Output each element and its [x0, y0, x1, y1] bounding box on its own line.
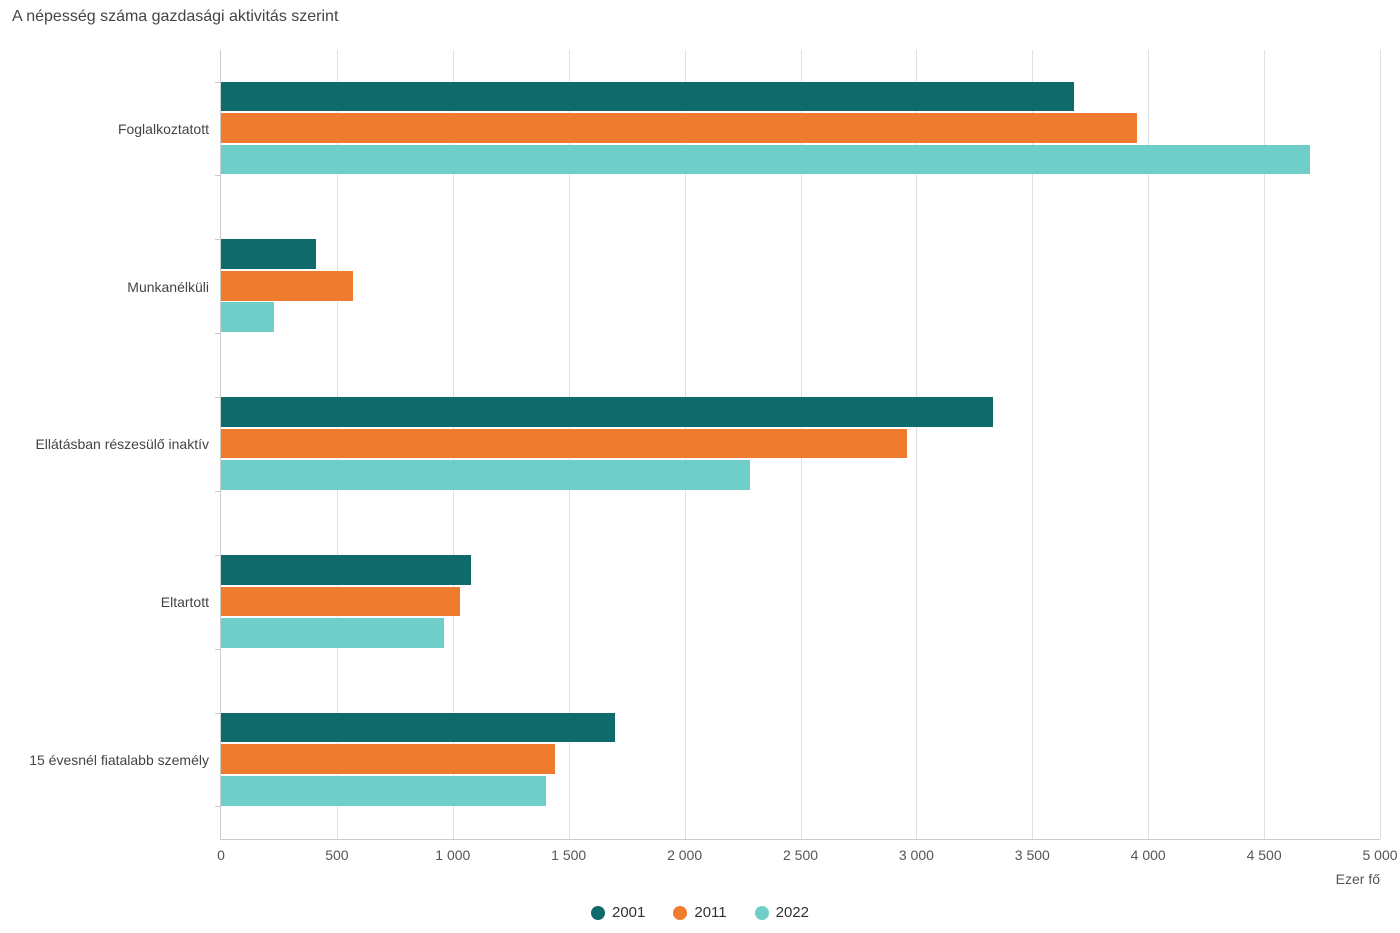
legend-item: 2022 — [755, 904, 809, 921]
bar — [221, 82, 1074, 112]
category-label: 15 évesnél fiatalabb személy — [29, 752, 209, 768]
category-group: Eltartott — [221, 555, 1380, 650]
category-label: Eltartott — [161, 594, 209, 610]
plot-area: Ezer fő 05001 0001 5002 0002 5003 0003 5… — [220, 50, 1380, 840]
legend-label: 2011 — [694, 904, 726, 921]
legend-item: 2001 — [591, 904, 645, 921]
bar — [221, 776, 546, 806]
x-tick-label: 1 500 — [551, 847, 586, 863]
bar — [221, 302, 274, 332]
bar — [221, 397, 993, 427]
category-group: 15 évesnél fiatalabb személy — [221, 713, 1380, 808]
legend-swatch-icon — [755, 906, 769, 920]
legend-label: 2001 — [612, 904, 645, 921]
x-axis-title: Ezer fő — [1336, 871, 1380, 887]
bar — [221, 587, 460, 617]
bar — [221, 618, 444, 648]
x-tick-label: 3 000 — [899, 847, 934, 863]
x-tick-label: 2 500 — [783, 847, 818, 863]
legend: 2001 2011 2022 — [0, 904, 1400, 921]
x-tick-label: 0 — [217, 847, 225, 863]
category-label: Foglalkoztatott — [118, 121, 209, 137]
x-tick-label: 1 000 — [435, 847, 470, 863]
x-tick-label: 500 — [325, 847, 348, 863]
bar — [221, 145, 1310, 175]
bar — [221, 744, 555, 774]
legend-swatch-icon — [591, 906, 605, 920]
bar — [221, 713, 615, 743]
bar — [221, 555, 471, 585]
category-group: Ellátásban részesülő inaktív — [221, 397, 1380, 492]
bar — [221, 113, 1137, 143]
bar — [221, 239, 316, 269]
category-group: Munkanélküli — [221, 239, 1380, 334]
chart-container: A népesség száma gazdasági aktivitás sze… — [0, 0, 1400, 933]
x-tick-label: 4 000 — [1131, 847, 1166, 863]
x-tick-label: 4 500 — [1247, 847, 1282, 863]
chart-title: A népesség száma gazdasági aktivitás sze… — [12, 8, 338, 26]
legend-item: 2011 — [673, 904, 726, 921]
category-group: Foglalkoztatott — [221, 82, 1380, 177]
category-label: Munkanélküli — [127, 279, 209, 295]
x-tick-label: 2 000 — [667, 847, 702, 863]
bar — [221, 460, 750, 490]
gridline — [1380, 50, 1381, 839]
bar — [221, 429, 907, 459]
x-tick-label: 3 500 — [1015, 847, 1050, 863]
legend-label: 2022 — [776, 904, 809, 921]
x-tick-label: 5 000 — [1362, 847, 1397, 863]
legend-swatch-icon — [673, 906, 687, 920]
bar — [221, 271, 353, 301]
category-label: Ellátásban részesülő inaktív — [35, 436, 209, 452]
